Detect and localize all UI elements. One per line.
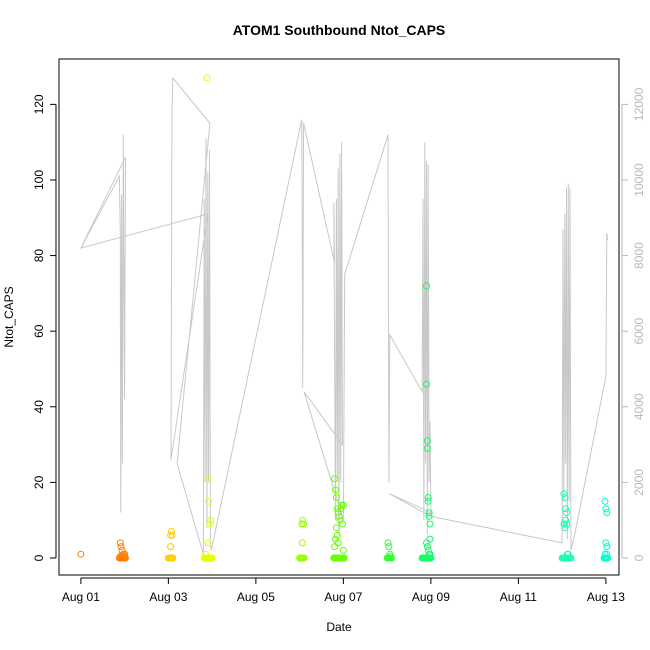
scatter-point bbox=[169, 554, 177, 562]
scatter-point bbox=[335, 512, 343, 520]
scatter-point bbox=[423, 543, 431, 551]
scatter-point bbox=[602, 505, 610, 513]
scatter-point bbox=[339, 546, 347, 554]
scatter-point bbox=[204, 475, 212, 483]
x-tick-label: Aug 01 bbox=[62, 590, 100, 604]
scatter-point bbox=[167, 528, 175, 535]
scatter-point bbox=[116, 539, 124, 547]
scatter-point bbox=[333, 505, 341, 513]
y2-tick-label: 0 bbox=[632, 554, 646, 561]
scatter-point bbox=[423, 380, 430, 388]
scatter-point bbox=[300, 554, 308, 562]
scatter-point bbox=[562, 505, 570, 513]
scatter-point bbox=[601, 497, 609, 505]
scatter-point bbox=[120, 552, 128, 560]
scatter-point bbox=[563, 509, 570, 517]
scatter-point bbox=[424, 494, 432, 501]
x-tick-label: Aug 13 bbox=[587, 590, 625, 604]
scatter-point bbox=[603, 543, 611, 551]
scatter-point bbox=[384, 539, 392, 547]
scatter-point bbox=[385, 543, 393, 551]
scatter-point bbox=[204, 539, 212, 547]
scatter-point bbox=[562, 516, 570, 524]
secondary-line bbox=[79, 76, 609, 555]
scatter-point bbox=[426, 535, 434, 543]
scatter-point bbox=[332, 524, 340, 532]
y-tick-label: 100 bbox=[32, 170, 46, 190]
x-tick-label: Aug 05 bbox=[237, 590, 275, 604]
scatter-point bbox=[168, 531, 176, 539]
scatter-point bbox=[205, 497, 213, 505]
axes-layer: Aug 01 Aug 03 Aug 05 Aug 07 Aug 09 Aug 11 Aug … bbox=[32, 87, 646, 604]
scatter-point bbox=[332, 494, 340, 501]
scatter-point bbox=[424, 497, 432, 505]
scatter-point bbox=[332, 486, 339, 494]
scatter-point bbox=[426, 550, 434, 558]
y2-tick-label: 6000 bbox=[632, 318, 646, 345]
y-tick-label: 40 bbox=[32, 400, 46, 414]
scatter-points-layer bbox=[77, 74, 612, 562]
scatter-point bbox=[425, 512, 433, 520]
scatter-point bbox=[339, 501, 347, 509]
chart-title: ATOM1 Southbound Ntot_CAPS bbox=[233, 22, 446, 38]
scatter-point bbox=[331, 543, 339, 551]
scatter-point bbox=[207, 516, 215, 524]
scatter-point bbox=[423, 282, 430, 290]
y-tick-label: 0 bbox=[32, 554, 46, 561]
scatter-point bbox=[206, 520, 214, 528]
scatter-point bbox=[387, 552, 395, 560]
scatter-point bbox=[300, 520, 308, 528]
scatter-point bbox=[334, 539, 342, 547]
scatter-point bbox=[560, 490, 568, 498]
scatter-point bbox=[117, 543, 125, 551]
scatter-point bbox=[202, 550, 210, 558]
scatter-point bbox=[561, 494, 569, 501]
scatter-point bbox=[77, 550, 85, 558]
scatter-point bbox=[208, 554, 216, 562]
y-tick-label: 60 bbox=[32, 324, 46, 338]
y2-tick-label: 12000 bbox=[632, 87, 646, 121]
scatter-point bbox=[425, 509, 433, 517]
plot-frame bbox=[58, 58, 620, 576]
scatter-point bbox=[331, 475, 339, 483]
scatter-point bbox=[563, 520, 570, 528]
scatter-point bbox=[603, 550, 611, 558]
scatter-point bbox=[424, 546, 432, 554]
scatter-point bbox=[427, 554, 435, 562]
scatter-point bbox=[299, 516, 307, 524]
x-tick-label: Aug 09 bbox=[412, 590, 450, 604]
scatter-point bbox=[423, 437, 431, 445]
y-tick-label: 80 bbox=[32, 249, 46, 263]
secondary-line-layer bbox=[79, 76, 609, 555]
y-tick-label: 120 bbox=[32, 94, 46, 114]
scatter-point bbox=[561, 524, 569, 532]
x-tick-label: Aug 03 bbox=[149, 590, 187, 604]
scatter-point bbox=[333, 531, 341, 539]
scatter-point bbox=[602, 539, 610, 547]
scatter-point bbox=[340, 554, 348, 562]
scatter-point bbox=[339, 520, 346, 528]
x-tick-label: Aug 11 bbox=[500, 590, 537, 604]
y2-tick-label: 2000 bbox=[632, 469, 646, 496]
y2-tick-label: 10000 bbox=[632, 163, 646, 197]
scatter-point bbox=[167, 543, 175, 551]
x-axis-label: Date bbox=[326, 620, 352, 634]
y-axis-label: Ntot_CAPS bbox=[2, 286, 16, 347]
y2-tick-label: 4000 bbox=[632, 393, 646, 420]
y2-tick-label: 8000 bbox=[632, 242, 646, 269]
scatter-point bbox=[203, 74, 211, 82]
y-tick-label: 20 bbox=[32, 475, 46, 489]
scatter-point bbox=[603, 509, 611, 517]
x-tick-label: Aug 07 bbox=[324, 590, 362, 604]
scatter-point bbox=[298, 539, 306, 547]
scatter-point bbox=[426, 520, 434, 528]
scatter-point bbox=[423, 444, 431, 452]
scatter-point bbox=[564, 550, 572, 558]
scatter-point bbox=[423, 539, 430, 547]
scatter-point bbox=[560, 520, 568, 528]
